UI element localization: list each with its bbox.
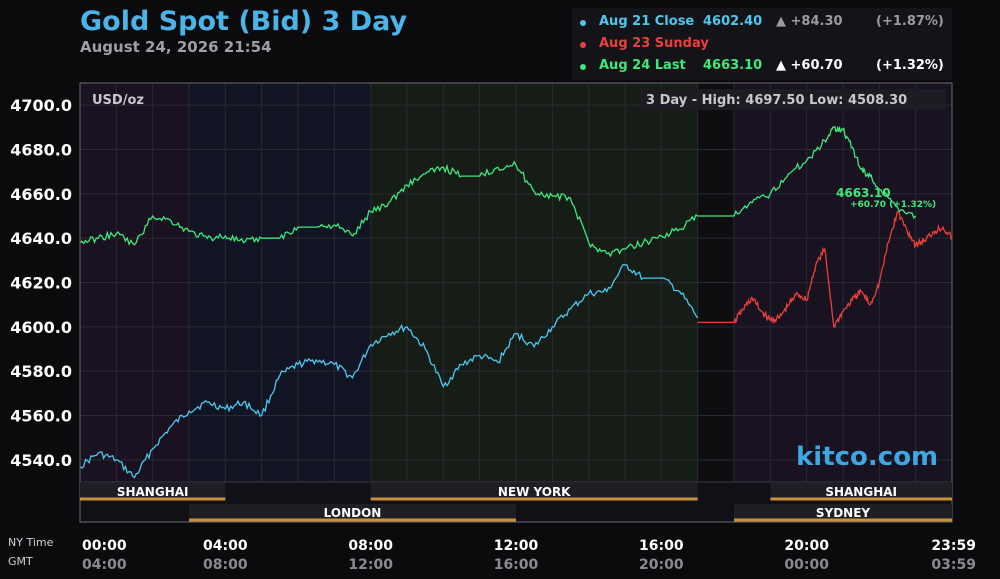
series-line-2 [79,125,917,258]
series-line-1 [697,210,953,328]
axes: USD/oz 3 Day - High: 4697.50 Low: 4508.30 [79,82,953,523]
x-tick-ny: 20:00 [784,538,829,554]
x-tick-gmt: 20:00 [639,557,684,573]
y-tick-label: 4540.0 [10,451,72,470]
session-label: SHANGHAI [117,485,189,499]
x-tick-gmt: 04:00 [82,557,127,573]
legend-change-value: +84.30 [790,14,843,29]
x-tick-ny: 16:00 [639,538,684,554]
session-bar-bg [734,504,952,521]
x-tick-gmt: 03:59 [931,557,976,573]
y-tick-label: 4680.0 [10,141,72,160]
gmt-label: GMT [8,555,33,568]
session-bars: SHANGHAI LONDON NEW YORK SHANGHAI SYDNEY [80,483,952,522]
session-bar-bg [770,483,952,500]
session-label: LONDON [324,506,382,520]
session-label: SHANGHAI [825,485,897,499]
x-tick-gmt: 16:00 [494,557,539,573]
ny-time-label: NY Time [8,536,54,549]
chart-title: Gold Spot (Bid) 3 Day [80,6,408,37]
last-change-label: +60.70 (+1.32%) [850,200,936,210]
x-tick-ny: 00:00 [82,538,127,554]
y-tick-label: 4580.0 [10,362,72,381]
range-label-bg [640,89,946,110]
legend-label: Aug 24 Last [599,58,686,73]
x-tick-ny: 23:59 [931,538,976,554]
legend-value: 4602.40 [703,14,763,29]
unit-label: USD/oz [92,93,144,108]
series-line-0 [79,263,699,479]
legend-panel: Aug 21 Close 4602.40 ▲ +84.30 (+1.87%) A… [572,8,952,80]
legend-value: 4663.10 [703,58,763,73]
chart-timestamp: August 24, 2026 21:54 [80,38,272,56]
legend-percent: (+1.32%) [876,58,944,73]
x-tick-gmt: 00:00 [784,557,829,573]
last-value-label: 4663.10 [836,186,891,200]
legend-dot-aug23 [580,42,586,48]
session-bar-bg [80,483,226,500]
session-label: NEW YORK [498,485,571,499]
up-arrow-icon: ▲ [776,14,786,29]
series-lines: 4663.10+60.70 (+1.32%) [79,125,953,479]
session-bar-bg [370,483,698,500]
session-bar-bg [189,504,516,521]
legend-dot-aug21 [580,20,586,26]
y-tick-label: 4600.0 [10,318,72,337]
legend-change: ▲ +84.30 [776,14,843,29]
y-tick-label: 4620.0 [10,274,72,293]
range-label: 3 Day - High: 4697.50 Low: 4508.30 [646,93,907,108]
axis-labels: 4540.0 4560.0 4580.0 4600.0 4620.0 4640.0 4660… [8,96,976,573]
up-arrow-icon: ▲ [776,58,786,73]
x-tick-gmt: 12:00 [348,557,393,573]
plot-frame [79,82,953,523]
x-tick-ny: 04:00 [203,538,248,554]
y-tick-label: 4660.0 [10,185,72,204]
grid-lines [79,83,953,482]
legend-change-value: +60.70 [790,58,843,73]
legend-percent: (+1.87%) [876,14,944,29]
session-label: SYDNEY [816,506,871,520]
legend-dot-aug24 [580,64,586,70]
y-tick-label: 4640.0 [10,229,72,248]
x-tick-ny: 08:00 [348,538,393,554]
kitco-logo: kitco.com [796,442,939,472]
legend-label: Aug 23 Sunday [599,36,709,51]
y-tick-label: 4700.0 [10,96,72,115]
y-tick-label: 4560.0 [10,407,72,426]
x-tick-gmt: 08:00 [203,557,248,573]
legend-label: Aug 21 Close [599,14,695,29]
legend-change: ▲ +60.70 [776,58,843,73]
x-tick-ny: 12:00 [494,538,539,554]
